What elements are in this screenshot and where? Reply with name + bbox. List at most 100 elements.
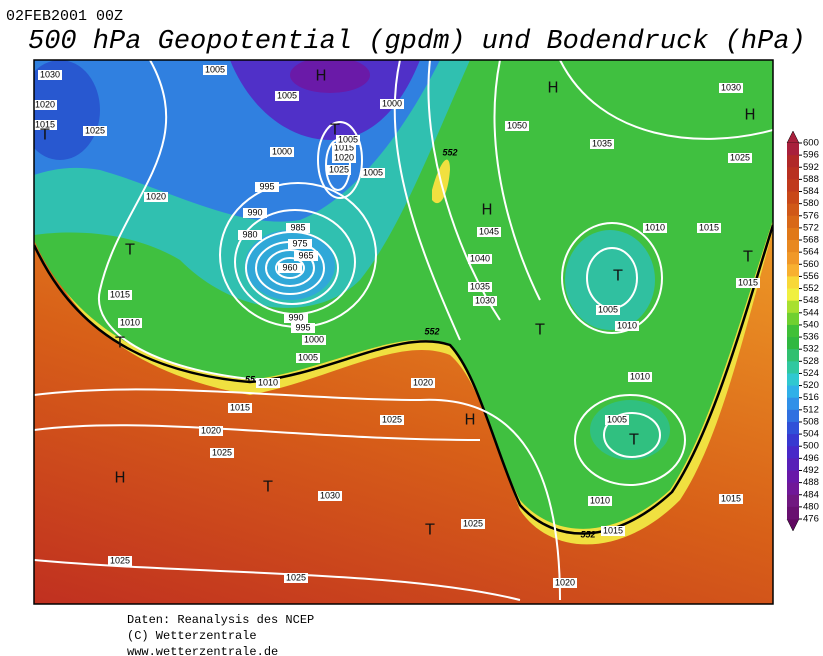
isobar-label: 1010 [645,222,665,232]
isobar-label-bg [697,223,721,233]
isobar-label: 1000 [382,98,402,108]
isobar-label: 1000 [304,334,324,344]
isobar-label: 990 [247,207,262,217]
colorbar-label: 516 [803,392,819,403]
isobar-label: 1025 [730,152,750,162]
pressure-center: H [481,201,492,219]
colorbar-cell [787,240,799,253]
colorbar-cell [787,215,799,229]
isobar-label: 1020 [555,577,575,587]
purple-core [290,60,370,93]
isobar-label: 1020 [413,377,433,387]
isobar-label: 1025 [286,572,306,582]
isobar-label-bg [615,321,639,331]
isobar-label: 985 [290,222,305,232]
colorbar-cell [787,312,799,326]
isobar-label: 1015 [721,493,741,503]
isobar-label: 1015 [35,119,55,129]
isobar-label-bg [108,556,132,566]
isobar-label: 1025 [212,447,232,457]
cyan-low [565,230,655,330]
isobar-label-bg [238,230,262,240]
isobar-label-bg [38,70,62,80]
isobar-label-bg [605,415,629,425]
colorbar-cell [787,470,799,484]
isobar-label: 1020 [146,191,166,201]
isobar-label: 1050 [507,120,527,130]
colorbar-cell [787,373,799,387]
colorbar-label: 588 [803,174,819,185]
isobar-label: 1010 [120,317,140,327]
map-labels: 1030102010151025100510051000100099599098… [33,64,760,588]
isobar-label-bg [302,335,326,345]
isobar-label-bg [243,208,267,218]
colorbar-arrow [786,518,800,532]
colorbar-label: 508 [803,416,819,427]
isobar-label: 990 [288,312,303,322]
isobar-label: 1025 [85,125,105,135]
colorbar-cell [787,434,799,447]
isobar-label-bg [203,65,227,75]
footer-line: Daten: Reanalysis des NCEP [127,613,314,627]
colorbar-cell [787,288,799,302]
colorbar-label: 592 [803,162,819,173]
pressure-center: T [424,521,435,539]
contour-label: 552 [442,147,457,157]
isobar-label: 1030 [320,490,340,500]
isobar-label-bg [411,378,435,388]
colorbar-label: 492 [803,465,819,476]
colorbar-label: 572 [803,222,819,233]
isobar-label-bg [199,426,223,436]
colorbar-label: 556 [803,271,819,282]
purple-area [230,60,420,140]
isobar-label: 980 [242,229,257,239]
colorbar-cell [787,191,799,205]
isobar-label: 1005 [277,90,297,100]
isobar-label: 960 [282,262,297,272]
colorbar-label: 600 [803,138,819,149]
isobar-label-bg [118,318,142,328]
colorbar-label: 500 [803,441,819,452]
isobar-label: 965 [298,250,313,260]
isobar-label: 1015 [738,277,758,287]
footer-line: (C) Wetterzentrale [127,629,257,643]
colorbar-cell [787,179,799,193]
colorbar-label: 536 [803,332,819,343]
colorbar-label: 512 [803,404,819,415]
pressure-center: T [124,241,135,259]
isobar-label: 1025 [382,414,402,424]
isobar-label-bg [590,139,614,149]
colorbar-label: 584 [803,186,819,197]
colorbar-label: 524 [803,368,819,379]
colorbar-cell [787,458,799,471]
isobar-label: 1030 [40,69,60,79]
isobar-label-bg [210,448,234,458]
isobar-label-bg [361,168,385,178]
footer-line: www.wetterzentrale.de [127,645,278,656]
colorbar-cell [787,143,799,156]
colorbar-label: 560 [803,259,819,270]
map-field [34,60,773,604]
isobar-label-bg [473,296,497,306]
contour-label: 55 [245,374,256,384]
isobar-label: 1045 [479,226,499,236]
colorbar-cell [787,337,799,350]
isobar-label: 1005 [338,134,358,144]
isobar-label-bg [380,99,404,109]
colorbar-label: 564 [803,247,819,258]
isobar-label-bg [256,378,280,388]
colorbar-cell [787,203,799,217]
isobar-label: 1010 [630,371,650,381]
isobar-label-bg [291,323,315,333]
isobar-label-bg [270,147,294,157]
colorbar-label: 488 [803,477,819,488]
isobar-label-bg [336,135,360,145]
isobar-label-bg [601,526,625,536]
isobar-label: 1025 [110,555,130,565]
isobar-label-bg [33,100,57,110]
isobar-label: 1015 [699,222,719,232]
isobar-label: 1040 [470,253,490,263]
isobar-label: 1005 [298,352,318,362]
pressure-center: H [744,106,755,124]
colorbar-cell [787,385,799,399]
